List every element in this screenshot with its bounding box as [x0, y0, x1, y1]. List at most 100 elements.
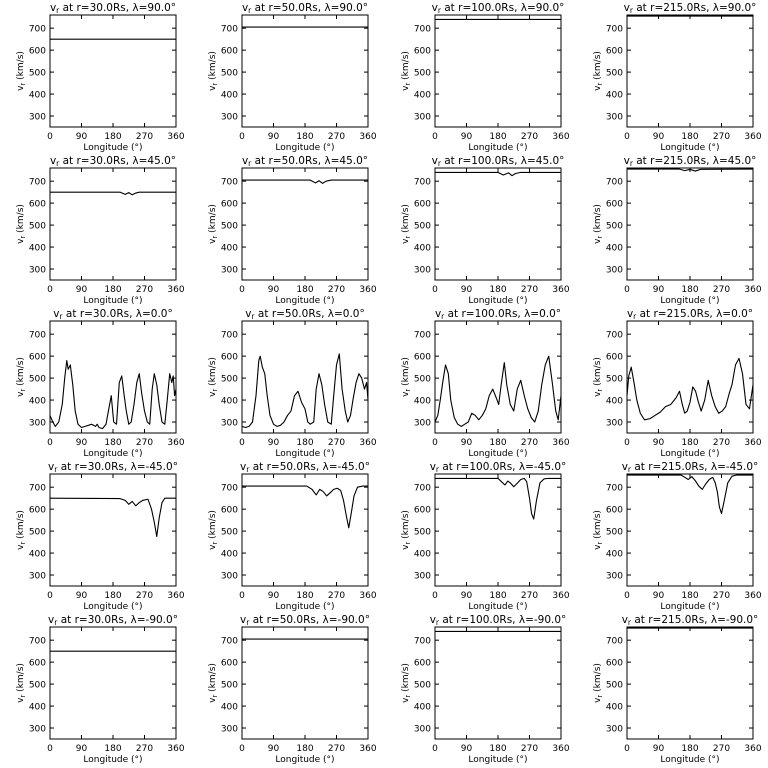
x-tick-label: 360 [552, 744, 569, 754]
chart-panel: vr at r=100.0Rs, λ=0.0° 0 90 180 270 360 300 40… [401, 308, 570, 459]
x-tick-label: 90 [653, 744, 665, 754]
y-tick-label: 600 [606, 200, 623, 210]
y-tick-label: 300 [606, 572, 623, 582]
y-tick-label: 300 [29, 266, 46, 276]
y-tick-label: 400 [221, 397, 238, 407]
x-axis-label: Longitude (°) [660, 755, 719, 765]
y-tick-label: 400 [221, 550, 238, 560]
chart-panel: vr at r=50.0Rs, λ=-45.0° 0 90 180 270 360 300 4… [208, 461, 377, 612]
y-axis-label: vr (km/s) [593, 357, 604, 397]
chart-panel: vr at r=30.0Rs, λ=0.0° 0 90 180 270 360 300 400… [16, 308, 185, 459]
x-axis-label: Longitude (°) [275, 296, 334, 306]
y-tick-label: 300 [29, 725, 46, 735]
y-tick-label: 400 [414, 397, 431, 407]
y-tick-label: 700 [221, 25, 238, 35]
chart-title: vr at r=50.0Rs, λ=90.0° [242, 2, 368, 15]
y-tick-label: 700 [221, 178, 238, 188]
x-tick-label: 270 [136, 132, 153, 142]
x-tick-label: 270 [521, 744, 538, 754]
y-tick-label: 400 [29, 91, 46, 101]
y-tick-label: 400 [414, 703, 431, 713]
plot-frame [434, 473, 562, 587]
x-axis-label: Longitude (°) [83, 143, 142, 153]
x-tick-label: 270 [521, 591, 538, 601]
x-axis-label: Longitude (°) [660, 143, 719, 153]
x-tick-label: 180 [489, 744, 506, 754]
y-tick-label: 400 [606, 397, 623, 407]
x-tick-label: 0 [432, 744, 438, 754]
x-tick-label: 180 [681, 132, 698, 142]
x-tick-label: 0 [239, 132, 245, 142]
y-axis-label: vr (km/s) [16, 357, 27, 397]
y-tick-label: 400 [606, 91, 623, 101]
y-axis-label: vr (km/s) [593, 204, 604, 244]
y-tick-label: 500 [414, 222, 431, 232]
y-tick-label: 600 [29, 47, 46, 57]
plot-frame [626, 167, 754, 281]
chart-title: vr at r=100.0Rs, λ=-45.0° [430, 461, 567, 474]
x-axis-label: Longitude (°) [468, 755, 527, 765]
plot-frame [241, 320, 369, 434]
y-tick-label: 700 [414, 637, 431, 647]
chart-panel: vr at r=50.0Rs, λ=45.0° 0 90 180 270 360 300 40… [208, 155, 377, 306]
y-tick-label: 700 [221, 331, 238, 341]
chart-title: vr at r=30.0Rs, λ=-45.0° [48, 461, 178, 474]
y-tick-label: 500 [29, 528, 46, 538]
y-tick-label: 600 [221, 506, 238, 516]
series-line [50, 191, 176, 196]
chart-title: vr at r=100.0Rs, λ=-90.0° [430, 614, 567, 627]
chart-panel: vr at r=215.0Rs, λ=90.0° 0 90 180 270 360 300 4… [593, 2, 762, 153]
y-axis-label: vr (km/s) [208, 510, 219, 550]
x-tick-label: 270 [328, 591, 345, 601]
y-tick-label: 300 [221, 113, 238, 123]
y-tick-label: 600 [414, 200, 431, 210]
x-tick-label: 270 [136, 438, 153, 448]
x-tick-label: 0 [47, 591, 53, 601]
series-line [49, 497, 176, 538]
y-tick-label: 700 [414, 178, 431, 188]
x-axis-label: Longitude (°) [83, 296, 142, 306]
chart-panel: vr at r=215.0Rs, λ=45.0° 0 90 180 270 360 300 4… [593, 155, 762, 306]
chart-title: vr at r=215.0Rs, λ=0.0° [627, 308, 753, 321]
y-tick-label: 600 [606, 506, 623, 516]
y-tick-label: 600 [29, 659, 46, 669]
y-axis-label: vr (km/s) [16, 51, 27, 91]
x-axis-label: Longitude (°) [275, 143, 334, 153]
chart-panel: vr at r=30.0Rs, λ=-45.0° 0 90 180 270 360 300 4… [16, 461, 185, 612]
chart-title: vr at r=50.0Rs, λ=-90.0° [240, 614, 370, 627]
chart-panel: vr at r=215.0Rs, λ=0.0° 0 90 180 270 360 300 40… [593, 308, 762, 459]
y-axis-label: vr (km/s) [16, 510, 27, 550]
y-tick-label: 500 [414, 375, 431, 385]
x-tick-label: 360 [359, 132, 376, 142]
y-tick-label: 700 [606, 178, 623, 188]
x-tick-label: 90 [268, 132, 280, 142]
x-tick-label: 180 [489, 591, 506, 601]
chart-title: vr at r=215.0Rs, λ=90.0° [624, 2, 757, 15]
x-tick-label: 360 [359, 285, 376, 295]
y-tick-label: 300 [414, 725, 431, 735]
x-tick-label: 270 [136, 744, 153, 754]
x-tick-label: 90 [268, 591, 280, 601]
y-axis-label: vr (km/s) [401, 663, 412, 703]
y-tick-label: 700 [606, 484, 623, 494]
x-tick-label: 180 [296, 438, 313, 448]
chart-panel: vr at r=30.0Rs, λ=-90.0° 0 90 180 270 360 300 4… [16, 614, 185, 765]
x-tick-label: 270 [713, 744, 730, 754]
chart-panel: vr at r=100.0Rs, λ=45.0° 0 90 180 270 360 300 4… [401, 155, 570, 306]
series-line [435, 477, 561, 520]
y-tick-label: 500 [414, 681, 431, 691]
x-axis-label: Longitude (°) [275, 755, 334, 765]
y-tick-label: 300 [414, 266, 431, 276]
y-tick-label: 500 [606, 528, 623, 538]
x-tick-label: 270 [521, 438, 538, 448]
x-tick-label: 0 [239, 438, 245, 448]
x-tick-label: 0 [624, 438, 630, 448]
x-axis-label: Longitude (°) [468, 143, 527, 153]
x-tick-label: 90 [461, 591, 473, 601]
y-tick-label: 600 [221, 200, 238, 210]
y-tick-label: 500 [606, 222, 623, 232]
y-tick-label: 300 [606, 725, 623, 735]
y-tick-label: 600 [414, 353, 431, 363]
chart-panel: vr at r=100.0Rs, λ=-45.0° 0 90 180 270 360 300… [401, 461, 570, 612]
x-tick-label: 90 [653, 591, 665, 601]
